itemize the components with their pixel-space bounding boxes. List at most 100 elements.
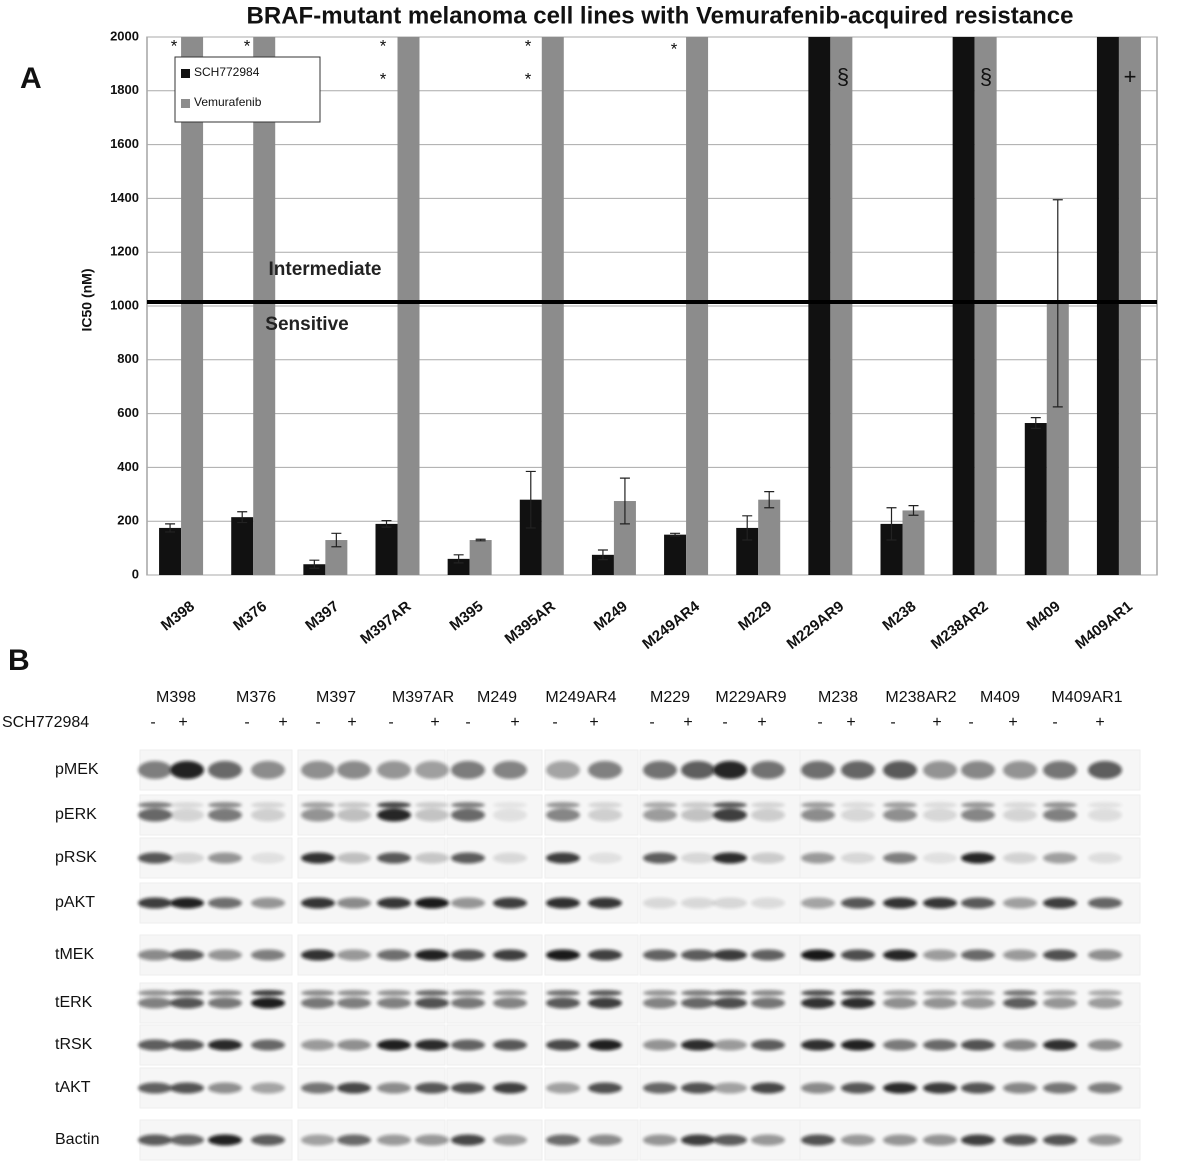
blot-band — [301, 990, 335, 1009]
band — [1003, 897, 1037, 909]
blot-band — [643, 897, 677, 909]
blot-band — [713, 897, 747, 909]
blot-band — [801, 802, 835, 822]
legend-box — [174, 56, 321, 123]
bar — [159, 527, 182, 575]
row-label: pMEK — [55, 761, 99, 778]
blot-band — [1088, 949, 1122, 961]
blot-band — [1043, 761, 1077, 779]
band — [337, 897, 371, 909]
band — [251, 761, 285, 779]
lane-label: - — [465, 714, 470, 731]
blot-band — [923, 761, 957, 779]
band — [1043, 997, 1077, 1009]
band — [961, 990, 995, 996]
blot-band — [546, 802, 580, 822]
error-bar — [886, 507, 897, 541]
band — [801, 1134, 835, 1146]
blot-band — [841, 1039, 875, 1051]
band — [801, 949, 835, 961]
band — [337, 1082, 371, 1094]
annotation: Intermediate — [269, 259, 382, 280]
band — [208, 997, 242, 1009]
blot-band — [961, 949, 995, 961]
band — [451, 852, 485, 864]
blot-band — [170, 897, 204, 909]
group-label: M249AR4 — [545, 689, 616, 706]
band — [493, 852, 527, 864]
band — [251, 852, 285, 864]
band — [546, 949, 580, 961]
x-tick-label: M409AR1 — [1072, 598, 1136, 653]
band — [337, 802, 371, 808]
blot-band — [301, 1082, 335, 1094]
band — [1088, 1082, 1122, 1094]
band — [377, 761, 411, 779]
blot-band — [337, 990, 371, 1009]
band — [251, 949, 285, 961]
band — [546, 897, 580, 909]
band — [415, 761, 449, 779]
blot-band — [1088, 761, 1122, 779]
x-tick-label: M238 — [879, 598, 919, 635]
row-label: tERK — [55, 994, 93, 1011]
band — [588, 1082, 622, 1094]
blot-band — [841, 990, 875, 1009]
blot-band — [301, 802, 335, 822]
band — [208, 990, 242, 996]
blot-band — [751, 897, 785, 909]
blot-band — [138, 1134, 172, 1146]
band — [961, 1134, 995, 1146]
blot-band — [208, 1134, 242, 1146]
band — [377, 949, 411, 961]
band — [170, 897, 204, 909]
band — [1043, 761, 1077, 779]
y-tick-label: 800 — [117, 351, 139, 366]
band — [546, 1039, 580, 1051]
band — [377, 990, 411, 996]
blot-band — [841, 1134, 875, 1146]
blot-band — [883, 1039, 917, 1051]
band — [337, 949, 371, 961]
blot-band — [138, 1082, 172, 1094]
band — [588, 990, 622, 996]
band — [1043, 1039, 1077, 1051]
band — [301, 897, 335, 909]
blot-band — [961, 897, 995, 909]
band — [170, 1134, 204, 1146]
annotation: + — [1124, 64, 1137, 89]
band — [588, 808, 622, 822]
band — [751, 997, 785, 1009]
lane-label: + — [430, 714, 439, 731]
blot-band — [451, 949, 485, 961]
band — [1043, 802, 1077, 808]
band — [1043, 897, 1077, 909]
band — [588, 1039, 622, 1051]
band — [415, 1082, 449, 1094]
lane-label: + — [757, 714, 766, 731]
band — [337, 1039, 371, 1051]
y-tick-label: 1600 — [110, 136, 139, 151]
bar — [303, 564, 326, 575]
band — [170, 1039, 204, 1051]
band — [493, 1082, 527, 1094]
panel-label: A — [20, 62, 42, 95]
band — [1003, 990, 1037, 996]
band — [643, 1134, 677, 1146]
band — [493, 949, 527, 961]
group-label: M376 — [236, 689, 276, 706]
band — [546, 852, 580, 864]
row-label: tRSK — [55, 1036, 93, 1053]
chart-title: BRAF-mutant melanoma cell lines with Vem… — [247, 2, 1074, 29]
band — [751, 949, 785, 961]
bar — [591, 554, 614, 575]
band — [138, 897, 172, 909]
blot-band — [883, 761, 917, 779]
band — [301, 1134, 335, 1146]
band — [170, 997, 204, 1009]
band — [208, 1082, 242, 1094]
blot-band — [841, 1082, 875, 1094]
band — [751, 808, 785, 822]
blot-band — [208, 990, 242, 1009]
blot-band — [251, 990, 285, 1009]
